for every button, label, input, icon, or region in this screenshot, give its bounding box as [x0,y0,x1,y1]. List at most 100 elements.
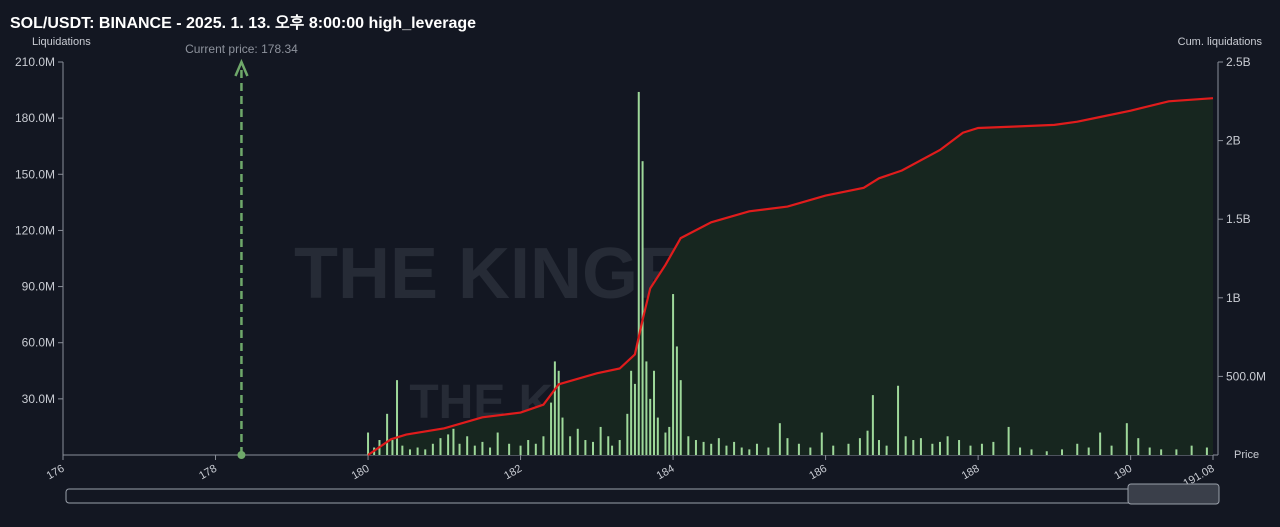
bar [679,380,682,455]
bar [786,438,789,455]
bar [672,294,675,455]
y-tick-label: 30.0M [22,392,55,406]
bar [649,398,652,455]
bar [1007,426,1010,455]
bar [847,443,850,455]
y2-tick-label: 2B [1226,134,1241,148]
bar [396,380,399,455]
bar [630,370,633,455]
bar [473,445,476,455]
bar [553,361,556,455]
bar [1110,445,1113,455]
scroll-handle[interactable] [1127,483,1220,505]
bar [386,413,389,455]
bar [797,443,800,455]
bar [702,441,705,455]
bar [832,445,835,455]
bar [534,443,537,455]
bar [1175,449,1178,455]
bar [919,438,922,455]
bar [599,426,602,455]
bar [755,443,758,455]
bar [687,436,690,455]
bar [592,441,595,455]
bar [733,441,736,455]
bar [656,417,659,455]
bar [416,447,419,455]
bar [664,432,667,455]
bar [1205,447,1208,455]
current-price-label: Current price: 178.34 [185,42,298,56]
bar [519,445,522,455]
bar [569,436,572,455]
y-tick-label: 90.0M [22,280,55,294]
bar [439,438,442,455]
bar [561,417,564,455]
y-tick-label: 150.0M [15,167,55,181]
bar [694,440,697,455]
bar [1148,447,1151,455]
bar [1099,432,1102,455]
bar [391,440,394,455]
current-price-arrow [234,58,249,77]
bar [938,441,941,455]
bar [877,440,880,455]
bar [809,447,812,455]
bar [992,441,995,455]
bar [542,436,545,455]
bar [466,436,469,455]
bar [969,445,972,455]
bar [740,447,743,455]
y-tick-label: 180.0M [15,111,55,125]
bar [367,432,370,455]
bar [584,440,587,455]
bar [645,361,648,455]
bar [912,440,915,455]
bar [452,428,455,455]
bar [607,436,610,455]
bar [931,443,934,455]
bar [748,449,751,455]
bar [980,443,983,455]
current-price-dot [237,451,246,459]
bar [508,443,511,455]
bar [576,428,579,455]
bar [1190,445,1193,455]
bar [408,449,411,455]
bar [858,438,861,455]
bar [1061,449,1064,455]
bar [668,426,671,455]
bar [866,430,869,455]
bar [778,423,781,455]
bar [458,443,461,455]
bar [1137,438,1140,455]
bar [885,445,888,455]
bar [946,436,949,455]
bar [401,445,404,455]
bar [641,161,644,455]
bar [675,346,678,455]
y-tick-label: 120.0M [15,223,55,237]
bar [633,383,636,455]
bar [481,441,484,455]
bar [717,438,720,455]
bar [489,447,492,455]
bar [557,370,560,455]
bar [527,440,530,455]
y2-tick-label: 1.5B [1226,212,1251,226]
y2-tick-label: 500.0M [1226,369,1266,383]
bar [958,440,961,455]
y-axis-label: Liquidations [32,36,91,48]
y-tick-label: 60.0M [22,336,55,350]
bar [611,445,614,455]
chart-title: SOL/USDT: BINANCE - 2025. 1. 13. 오후 8:00… [10,13,476,32]
x-axis-label: Price [1234,449,1259,461]
bar [820,432,823,455]
bar [904,436,907,455]
bar [725,445,728,455]
bar [1125,423,1128,455]
bar [496,432,499,455]
bar [653,370,656,455]
